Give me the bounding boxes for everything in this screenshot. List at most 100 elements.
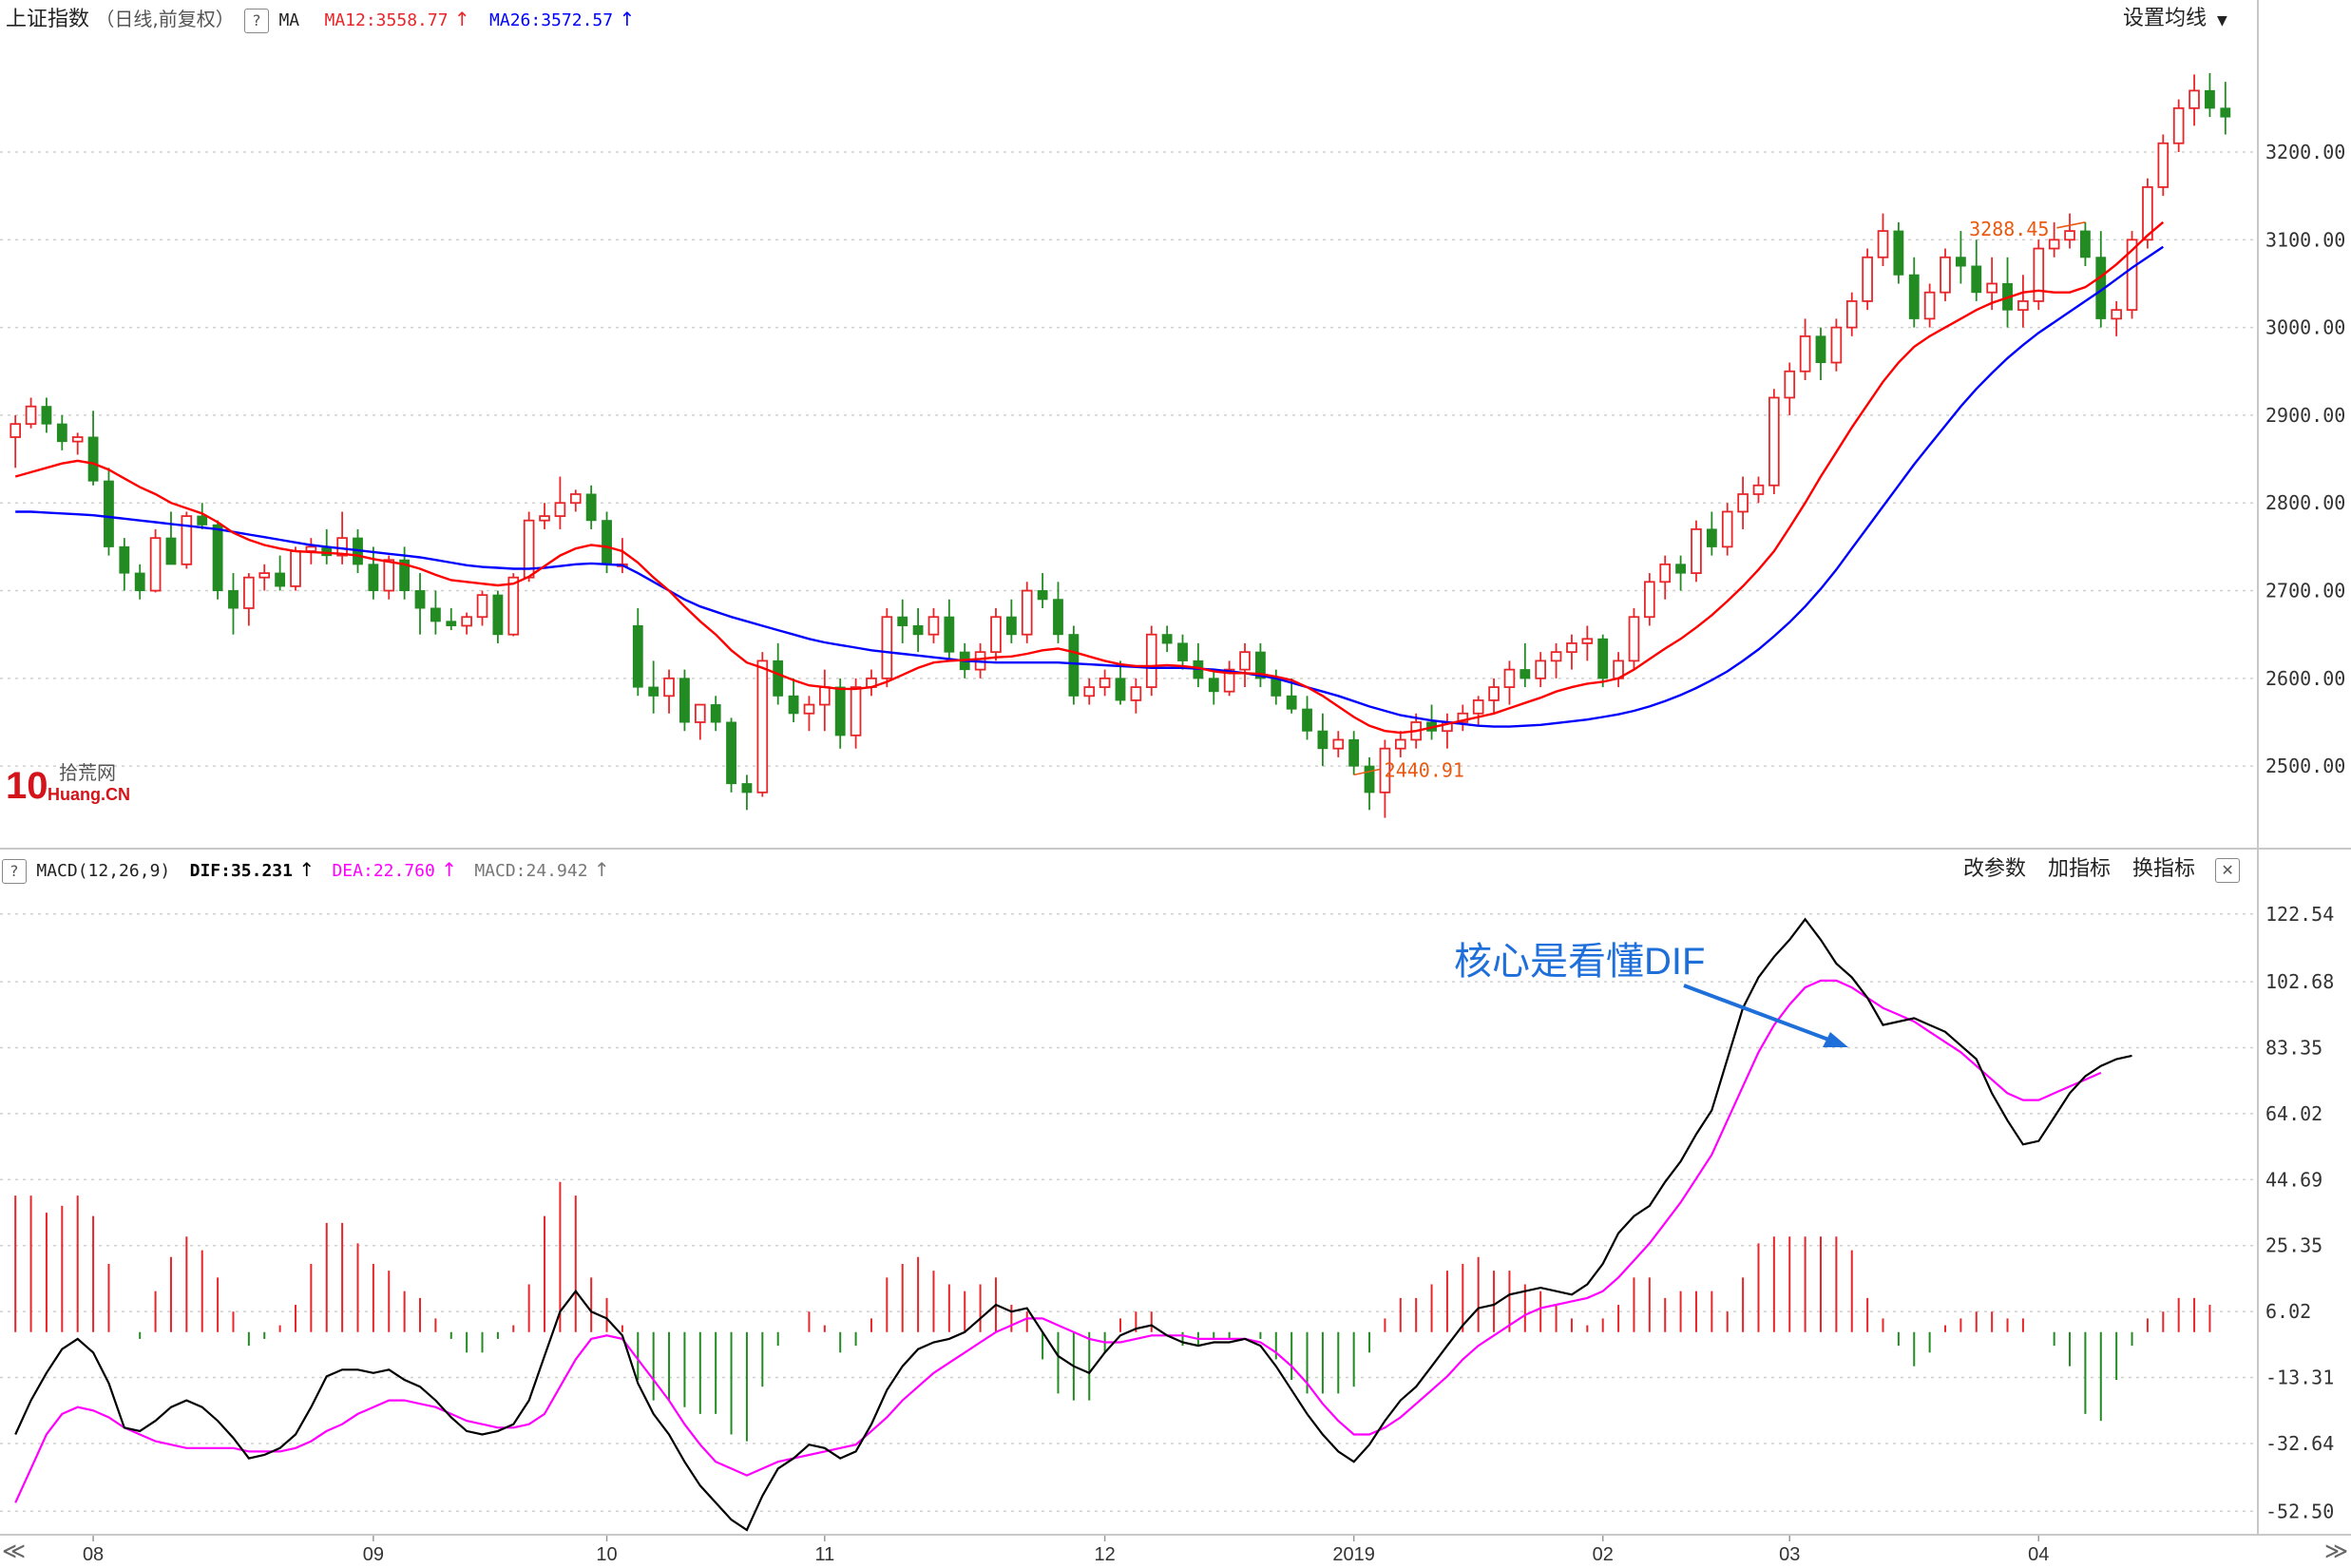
candle-body [1037,590,1048,601]
candle-body [1940,256,1951,294]
macd-tick-label: -52.50 [2265,1500,2334,1522]
x-tick-label: 03 [1779,1544,1800,1565]
candle-body [228,590,239,609]
candle-body [1535,660,1547,679]
candle-body [1115,678,1126,701]
dea-line [14,979,2102,1503]
scroll-right-button[interactable]: ≫ [2324,1538,2348,1564]
candle-body [602,520,612,565]
candle-body [1520,669,1531,679]
candle-body [944,616,955,653]
switch-indicator-button[interactable]: 换指标 [2132,857,2196,881]
candle-body [1239,651,1251,671]
close-icon[interactable]: ✕ [2215,858,2241,883]
price-tick-label: 2700.00 [2265,580,2345,602]
candle-body [1254,651,1266,679]
chevron-down-icon: ▼ [2217,13,2227,29]
candle-body [1021,589,1033,636]
min-price-pointer [1353,768,1381,776]
add-indicator-button[interactable]: 加指标 [2048,857,2112,881]
settings-dropdown[interactable]: 设置均线 ▼ [2123,4,2227,34]
watermark-logo-text: 10 [6,765,48,807]
grid-layer [0,151,2258,1513]
candle-body [1005,616,1017,636]
candle-body [756,660,769,794]
candle-body [803,703,815,715]
x-tick-label: 04 [2028,1544,2049,1565]
x-tick-label: 08 [83,1544,104,1565]
candle-body [1161,634,1173,644]
dea-value: DEA:22.760 [332,861,435,881]
candle-body [1799,335,1811,373]
candle-body [1893,230,1904,276]
macd-tick-label: 83.35 [2265,1036,2322,1059]
x-tick-label: 12 [1094,1544,1115,1565]
candle-body [569,493,582,505]
candle-body [41,406,52,425]
candle-body [181,515,193,565]
dea-up-arrow: ↑ [441,858,457,881]
candle-body [399,559,411,592]
candle-body [275,572,286,587]
max-price-pointer [2056,221,2086,229]
candle-body [1862,256,1873,302]
annotation-text: 核心是看懂DIF [1454,941,1705,983]
candle-body [10,423,22,438]
price-tick-label: 2600.00 [2265,667,2345,690]
candle-body [1908,274,1920,319]
candle-body [788,695,799,715]
x-tick-label: 10 [596,1544,617,1565]
scroll-left-button[interactable]: ≪ [2,1538,26,1564]
ma-label: MA [278,10,300,30]
candle-body [2111,309,2122,320]
index-name: 上证指数 [6,8,90,31]
candle-body [446,621,457,626]
candle-body [290,550,301,587]
x-tick-label: 11 [814,1544,834,1565]
period-text: （日线,前复权） [95,8,235,30]
candle-body [1503,668,1516,688]
candle-body [368,564,379,592]
change-params-button[interactable]: 改参数 [1963,857,2027,881]
candle-body [1177,642,1188,661]
candle-body [2220,107,2231,118]
price-panel-header: 上证指数 （日线,前复权） ? MA MA12:3558.77 ↑ MA26:3… [6,4,635,34]
candle-body [1877,230,1889,258]
candle-body [165,537,177,565]
candle-body [726,721,736,785]
candle-body [2048,239,2060,250]
help-button[interactable]: ? [244,9,270,33]
candle-body [1566,642,1577,654]
x-tick-label: 02 [1593,1544,1614,1565]
candle-body [1644,581,1655,619]
candle-body [819,686,831,706]
candle-body [694,703,706,723]
moving-average-lines [14,220,2165,735]
dif-up-arrow: ↑ [298,858,315,881]
axis-labels: 2500.00 2600.00 2700.00 2800.00 2900.00 3000.… [83,141,2345,1565]
macd-up-arrow: ↑ [593,858,610,881]
ma12-up-arrow: ↑ [453,8,470,30]
annotation-arrow [1683,984,1848,1047]
ma12-value: MA12:3558.77 [324,10,449,30]
candle-body [1302,708,1312,732]
candle-body [1053,599,1063,636]
candle-body [149,537,162,592]
candle-body [1286,695,1297,710]
candle-body [2017,300,2029,312]
max-price-label: 3288.45 [1969,218,2049,240]
candle-body [305,545,317,552]
candle-body [648,686,659,697]
macd-tick-label: 6.02 [2265,1300,2311,1323]
candle-body [197,515,208,526]
macd-tick-label: 64.02 [2265,1102,2322,1125]
macd-help-button[interactable]: ? [2,859,27,884]
candlestick-series [10,72,2231,818]
macd-tick-label: -13.31 [2265,1367,2334,1389]
candle-body [663,677,675,698]
candle-body [2157,142,2169,188]
candle-body [1971,265,1982,294]
candle-body [539,515,550,522]
candle-body [71,436,84,443]
